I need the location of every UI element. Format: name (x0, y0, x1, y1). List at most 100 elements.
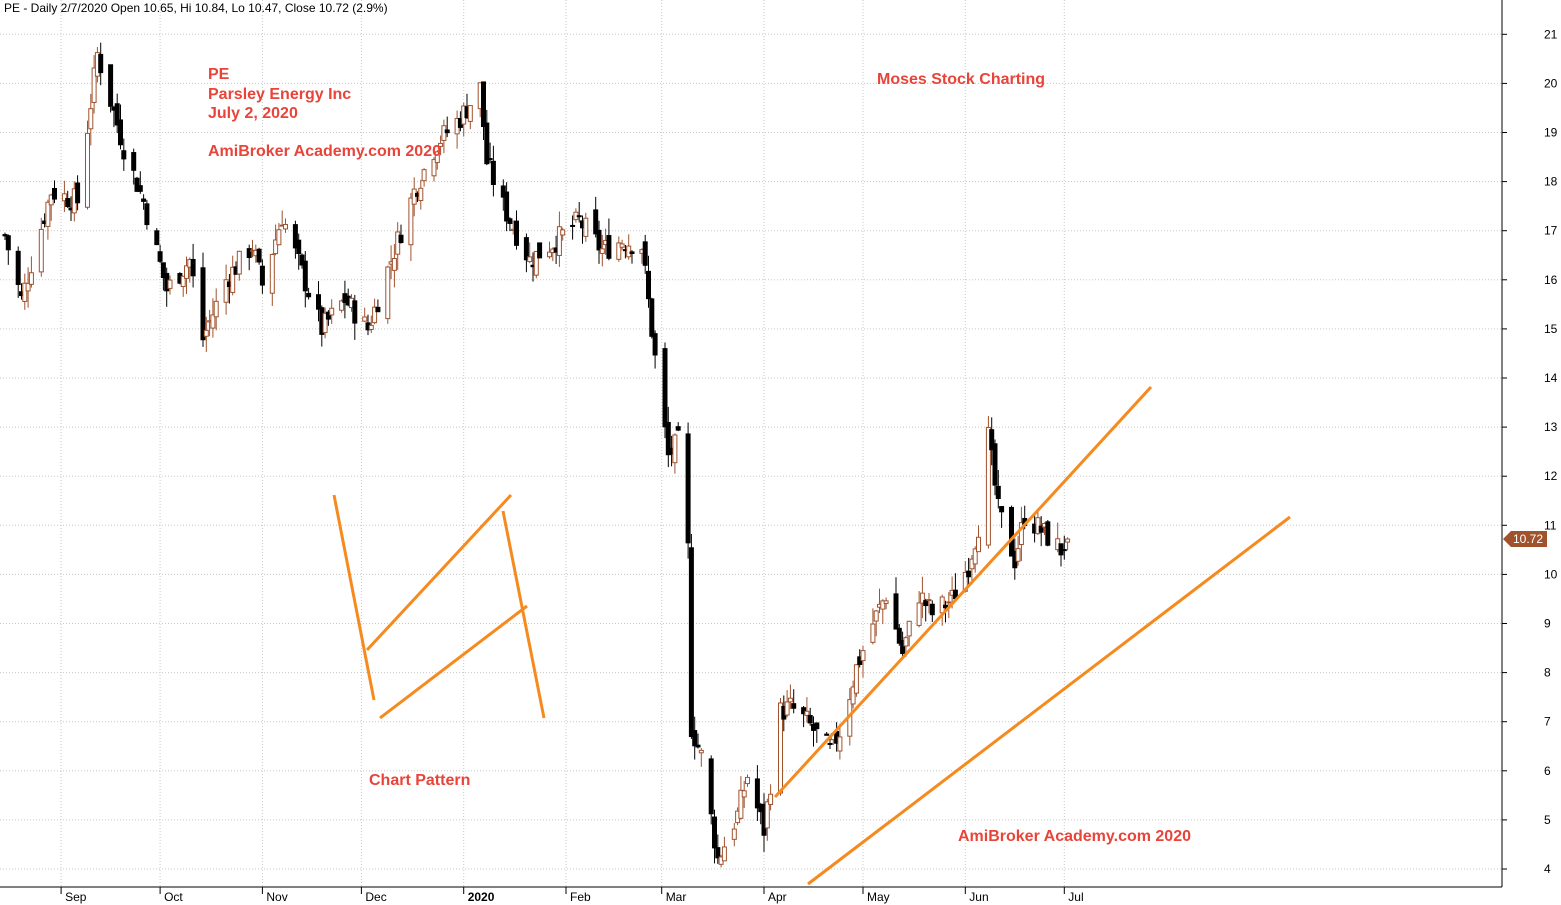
candle-body (616, 242, 622, 260)
candle-body (223, 279, 229, 303)
candle-body (299, 254, 305, 266)
candle-body (306, 292, 312, 298)
candle-body (302, 260, 308, 292)
y-tick-label: 11 (1544, 518, 1557, 532)
candle-body (339, 300, 345, 311)
candle-body (434, 151, 440, 164)
candle-body (487, 158, 493, 161)
candle-body (900, 640, 906, 655)
company-annotation: Parsley Energy Inc (208, 86, 352, 103)
x-tick-label: Dec (365, 890, 386, 904)
candle-body (61, 193, 67, 202)
candle-body (629, 251, 635, 255)
candle-body (88, 108, 94, 130)
x-tick-label: Jun (969, 890, 988, 904)
candle-body (560, 229, 566, 236)
candle-body (329, 307, 335, 316)
candle-body (1009, 506, 1014, 557)
candle-body (824, 733, 830, 736)
y-tick-label: 5 (1544, 813, 1551, 827)
candle-body (919, 592, 925, 604)
last-price-tag (1503, 531, 1547, 548)
candle-body (619, 243, 625, 248)
candle-body (418, 187, 424, 202)
candle-body (316, 294, 321, 310)
candle-body (236, 250, 242, 275)
candle-body (675, 426, 681, 431)
candle-body (929, 603, 935, 616)
candle-body (837, 736, 843, 752)
candle-body (985, 426, 991, 546)
candle-body (362, 316, 368, 322)
candle-body (514, 220, 519, 246)
x-tick-label: Nov (266, 890, 287, 904)
candle-body (999, 506, 1005, 513)
candle-body (276, 229, 282, 246)
candle-body (906, 620, 912, 637)
candle-body (662, 348, 668, 428)
candle-body (325, 311, 331, 320)
candle-body (322, 312, 328, 334)
candle-body (688, 547, 694, 738)
trend-line (365, 493, 513, 652)
candle-body (210, 314, 216, 329)
candle-body (296, 239, 302, 255)
candle-body (665, 421, 671, 456)
y-tick-label: 6 (1544, 764, 1551, 778)
candle-body (467, 105, 473, 122)
candle-body (144, 203, 150, 226)
y-tick-label: 19 (1544, 126, 1558, 140)
candle-body (738, 789, 744, 819)
x-tick-label: Apr (768, 890, 787, 904)
candle-body (213, 300, 219, 318)
candle-body (1061, 549, 1067, 552)
candle-body (118, 119, 123, 146)
candle-body (853, 664, 859, 694)
candle-body (695, 744, 701, 748)
candle-body (385, 266, 391, 320)
candle-body (570, 224, 576, 227)
candle-body (1065, 538, 1071, 543)
candle-body (481, 81, 486, 128)
candle-body (712, 816, 717, 849)
candle-body (200, 267, 206, 341)
y-tick-label: 18 (1544, 175, 1558, 189)
trend-line (773, 385, 1153, 799)
x-tick-label: Sep (65, 890, 87, 904)
candle-body (893, 593, 899, 630)
candle-body (85, 132, 90, 208)
candle-body (731, 828, 737, 840)
candle-body (75, 182, 81, 204)
y-tick-label: 10 (1544, 567, 1558, 581)
candle-body (15, 250, 21, 285)
candle-body (593, 209, 599, 235)
trend-line (501, 510, 546, 719)
candle-body (157, 251, 163, 262)
candle-body (787, 697, 793, 703)
candle-body (184, 265, 189, 279)
trend-line (807, 515, 1291, 886)
y-tick-label: 4 (1544, 862, 1551, 876)
candle-body (804, 710, 810, 716)
candle-body (523, 237, 529, 261)
candle-body (768, 793, 774, 805)
candle-body (391, 258, 397, 271)
candle-body (692, 730, 698, 747)
trend-line (332, 494, 376, 701)
candle-body (2, 234, 8, 237)
candle-body (896, 627, 902, 644)
candle-body (606, 235, 612, 259)
candle-body (995, 485, 1001, 500)
candle-body (65, 198, 71, 207)
x-tick-label: Jul (1068, 890, 1083, 904)
y-tick-label: 15 (1544, 322, 1558, 336)
y-tick-label: 9 (1544, 617, 1551, 631)
candle-body (989, 429, 995, 451)
candle-body (764, 801, 770, 829)
candle-body (527, 256, 533, 263)
candle-body (850, 686, 856, 705)
candle-body (992, 443, 998, 486)
candle-body (372, 306, 378, 324)
trend-line (379, 604, 528, 720)
